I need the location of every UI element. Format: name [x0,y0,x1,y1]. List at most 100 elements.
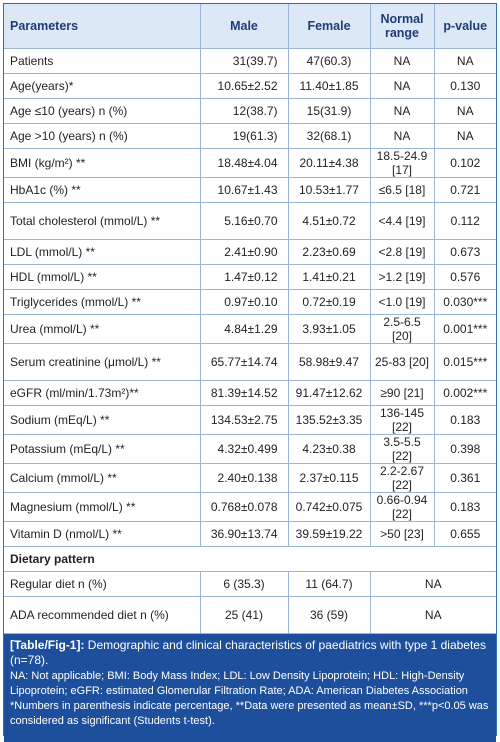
table-row: Urea (mmol/L) ** 4.84±1.29 3.93±1.05 2.5-6.… [4,314,496,344]
normal-range-cell: 3.5-5.5 [22] [370,434,435,464]
parameter-cell: eGFR (ml/min/1.73m²)** [4,380,201,406]
male-cell: 6 (35.3) [200,571,289,597]
normal-range-cell: NA [370,48,435,74]
caption-notes: *Numbers in parenthesis indicate percent… [10,700,489,727]
normal-range-cell: <1.0 [19] [370,289,435,315]
normal-range-cell: 25-83 [20] [370,343,435,381]
table-row: ADA recommended diet n (%) 25 (41) 36 (59)… [4,596,496,634]
male-cell: 36.90±13.74 [200,521,289,547]
merged-na-cell: NA [370,596,496,634]
female-cell: 47(60.3) [288,48,371,74]
male-cell: 134.53±2.75 [200,405,289,435]
normal-range-cell: >1.2 [19] [370,264,435,290]
caption-abbreviations: NA: Not applicable; BMI: Body Mass Index… [10,670,468,697]
section-row: Dietary pattern [4,546,496,572]
parameter-cell: Patients [4,48,201,74]
normal-range-cell: <2.8 [19] [370,239,435,265]
section-heading: Dietary pattern [4,546,496,572]
p-value-cell: 0.183 [434,492,496,522]
table-caption: [Table/Fig-1]: Demographic and clinical … [4,634,496,742]
male-cell: 4.32±0.499 [200,434,289,464]
normal-range-cell: >50 [23] [370,521,435,547]
male-cell: 4.84±1.29 [200,314,289,344]
parameter-cell: Serum creatinine (μmol/L) ** [4,343,201,381]
p-value-cell: 0.002*** [434,380,496,406]
female-cell: 11.40±1.85 [288,73,371,99]
parameter-cell: Vitamin D (nmol/L) ** [4,521,201,547]
p-value-cell: 0.721 [434,177,496,203]
parameter-cell: Potassium (mEq/L) ** [4,434,201,464]
table-row: Age(years)* 10.65±2.52 11.40±1.85 NA 0.130 [4,73,496,99]
p-value-cell: 0.673 [434,239,496,265]
parameter-cell: Magnesium (mmol/L) ** [4,492,201,522]
male-cell: 31(39.7) [200,48,289,74]
female-cell: 135.52±3.35 [288,405,371,435]
table-row: HbA1c (%) ** 10.67±1.43 10.53±1.77 ≤6.5 [18… [4,177,496,203]
parameter-cell: Age(years)* [4,73,201,99]
parameter-cell: HbA1c (%) ** [4,177,201,203]
table-row: Triglycerides (mmol/L) ** 0.97±0.10 0.72±0… [4,289,496,315]
table-row: Age >10 (years) n (%) 19(61.3) 32(68.1) NA N… [4,123,496,149]
header-male: Male [200,4,289,49]
male-cell: 0.97±0.10 [200,289,289,315]
p-value-cell: 0.130 [434,73,496,99]
parameter-cell: HDL (mmol/L) ** [4,264,201,290]
table-row: HDL (mmol/L) ** 1.47±0.12 1.41±0.21 >1.2 [1… [4,264,496,290]
table-row: Calcium (mmol/L) ** 2.40±0.138 2.37±0.115 2… [4,463,496,493]
normal-range-cell: 18.5-24.9 [17] [370,148,435,178]
female-cell: 91.47±12.62 [288,380,371,406]
male-cell: 2.41±0.90 [200,239,289,265]
p-value-cell: 0.361 [434,463,496,493]
normal-range-cell: ≥90 [21] [370,380,435,406]
parameter-cell: Urea (mmol/L) ** [4,314,201,344]
p-value-cell: 0.015*** [434,343,496,381]
male-cell: 10.67±1.43 [200,177,289,203]
normal-range-cell: ≤6.5 [18] [370,177,435,203]
header-female: Female [288,4,371,49]
header-p-value: p-value [434,4,496,49]
male-cell: 5.16±0.70 [200,202,289,240]
female-cell: 58.98±9.47 [288,343,371,381]
p-value-cell: 0.398 [434,434,496,464]
male-cell: 2.40±0.138 [200,463,289,493]
table-body: Patients 31(39.7) 47(60.3) NA NA Age(years)* 1… [4,48,496,634]
header-parameters: Parameters [4,4,201,49]
merged-na-cell: NA [370,571,496,597]
female-cell: 0.742±0.075 [288,492,371,522]
table-header: Parameters Male Female Normal range p-va… [4,4,496,49]
table-row: BMI (kg/m²) ** 18.48±4.04 20.11±4.38 18.5-2… [4,148,496,178]
male-cell: 10.65±2.52 [200,73,289,99]
female-cell: 36 (59) [288,596,371,634]
table-row: Potassium (mEq/L) ** 4.32±0.499 4.23±0.38 3… [4,434,496,464]
female-cell: 1.41±0.21 [288,264,371,290]
table-row: Age ≤10 (years) n (%) 12(38.7) 15(31.9) NA N… [4,98,496,124]
parameter-cell: Sodium (mEq/L) ** [4,405,201,435]
female-cell: 2.37±0.115 [288,463,371,493]
normal-range-cell: 136-145 [22] [370,405,435,435]
female-cell: 20.11±4.38 [288,148,371,178]
table-row: Serum creatinine (μmol/L) ** 65.77±14.74 5… [4,343,496,381]
normal-range-cell: 2.2-2.67 [22] [370,463,435,493]
p-value-cell: NA [434,48,496,74]
normal-range-cell: 2.5-6.5 [20] [370,314,435,344]
parameter-cell: Total cholesterol (mmol/L) ** [4,202,201,240]
female-cell: 4.23±0.38 [288,434,371,464]
parameter-cell: Calcium (mmol/L) ** [4,463,201,493]
parameter-cell: Triglycerides (mmol/L) ** [4,289,201,315]
female-cell: 2.23±0.69 [288,239,371,265]
male-cell: 0.768±0.078 [200,492,289,522]
parameter-cell: LDL (mmol/L) ** [4,239,201,265]
table-row: Magnesium (mmol/L) ** 0.768±0.078 0.742±0.… [4,492,496,522]
female-cell: 15(31.9) [288,98,371,124]
p-value-cell: 0.112 [434,202,496,240]
normal-range-cell: <4.4 [19] [370,202,435,240]
female-cell: 4.51±0.72 [288,202,371,240]
p-value-cell: NA [434,123,496,149]
parameter-cell: Age ≤10 (years) n (%) [4,98,201,124]
table-row: Vitamin D (nmol/L) ** 36.90±13.74 39.59±19… [4,521,496,547]
caption-title: Demographic and clinical characteristics… [10,638,486,667]
caption-title-line: [Table/Fig-1]: Demographic and clinical … [10,638,490,668]
table-row: eGFR (ml/min/1.73m²)** 81.39±14.52 91.47±1… [4,380,496,406]
table-row: Regular diet n (%) 6 (35.3) 11 (64.7) NA [4,571,496,597]
parameter-cell: BMI (kg/m²) ** [4,148,201,178]
